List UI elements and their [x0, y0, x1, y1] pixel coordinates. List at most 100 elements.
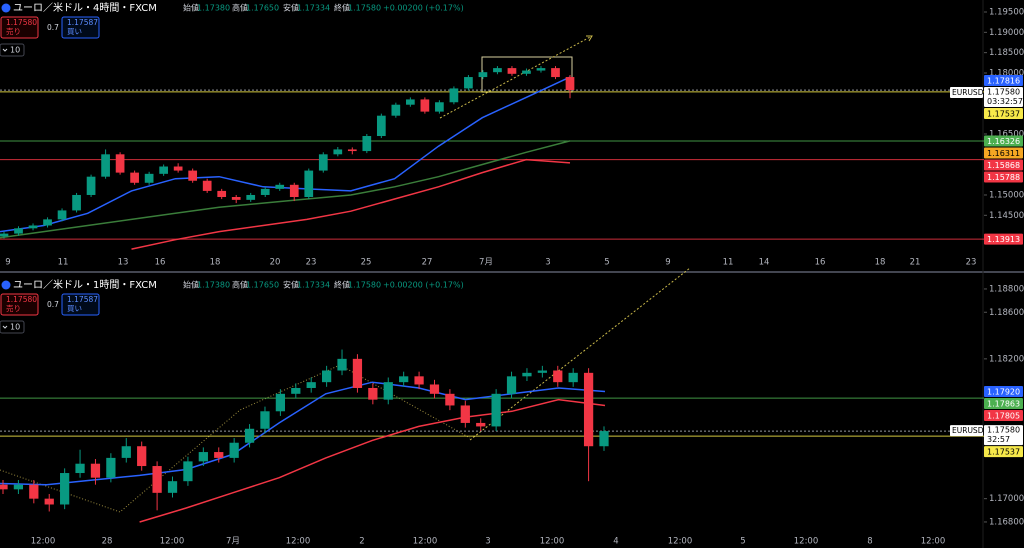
buy-label: 買い [67, 304, 82, 313]
candle-body [167, 481, 178, 493]
candle-body [214, 452, 224, 458]
x-tick-label: 12:00 [31, 537, 56, 547]
symbol-tag-label: EURUSD [952, 88, 984, 97]
candle-body [60, 473, 70, 505]
y-tick-label: 1.16800 [989, 517, 1024, 527]
candle-body [493, 68, 502, 73]
y-tick-label: 1.18800 [989, 284, 1024, 294]
buy-button[interactable] [61, 16, 100, 39]
x-tick-label: 12:00 [413, 537, 438, 547]
ohlc-low: 1.17334 [297, 281, 330, 290]
candle-body [75, 463, 85, 474]
candle-body [159, 166, 168, 174]
price-tag-label: 1.17816 [987, 76, 1020, 85]
ohlc-change: +0.00200 (+0.17%) [383, 281, 464, 290]
x-tick-label: 12:00 [286, 537, 311, 547]
candle-body [306, 382, 316, 388]
candle-body [289, 184, 299, 198]
candle-body [115, 154, 125, 173]
ohlc-open: 1.17380 [197, 281, 230, 290]
x-tick-label: 13 [118, 258, 129, 268]
trend-line [469, 267, 691, 441]
ohlc-open: 1.17380 [197, 4, 230, 13]
x-tick-label: 16 [815, 258, 826, 268]
x-tick-label: 2 [359, 537, 364, 547]
last-price-tag [984, 86, 1023, 107]
x-tick-label: 7月 [479, 258, 493, 268]
candle-body [391, 104, 401, 116]
x-tick-label: 28 [102, 537, 113, 547]
symbol-icon [1, 280, 11, 290]
ohlc-close-label: 終値 [334, 3, 350, 13]
quantity-box[interactable] [0, 320, 25, 334]
quantity-box[interactable] [0, 43, 25, 57]
ohlc-low: 1.17334 [297, 4, 330, 13]
moving-average [0, 140, 571, 239]
sell-price: 1.17580 [6, 295, 37, 304]
candle-body [0, 484, 8, 490]
candle-body [522, 372, 532, 377]
sell-button[interactable] [0, 16, 39, 39]
candle-body [57, 210, 67, 220]
candle-body [231, 197, 241, 200]
candle-body [352, 358, 363, 388]
y-tick-label: 1.17000 [989, 494, 1024, 504]
x-tick-label: 23 [966, 258, 977, 268]
candle-body [507, 68, 517, 74]
ohlc-open-label: 始値 [183, 280, 199, 290]
candle-body [137, 446, 147, 467]
ohlc-high: 1.17650 [246, 281, 279, 290]
sell-label: 売り [6, 26, 21, 36]
symbol-tag [950, 86, 983, 98]
buy-price: 1.17587 [67, 18, 98, 27]
x-tick-label: 3 [485, 537, 490, 547]
candle-body [198, 452, 208, 462]
x-tick-label: 9 [5, 258, 10, 268]
candle-body [321, 370, 332, 383]
candle-body [90, 463, 101, 478]
candle-body [565, 77, 575, 91]
ohlc-low-label: 安値 [283, 3, 299, 13]
last-price-label: 1.17580 [987, 87, 1020, 96]
ohlc-high: 1.17650 [246, 4, 279, 13]
buy-label: 買い [67, 27, 82, 36]
candle-body [476, 422, 486, 427]
price-tag [984, 409, 1023, 421]
price-tag [984, 74, 1023, 86]
buy-button[interactable] [61, 293, 100, 316]
y-tick-label: 1.18500 [989, 48, 1024, 58]
candle-body [106, 457, 116, 478]
x-tick-label: 12:00 [921, 537, 946, 547]
quantity-chevron [2, 325, 8, 329]
x-tick-label: 16 [155, 258, 166, 268]
y-tick-label: 1.15000 [989, 190, 1024, 200]
candle-body [246, 194, 256, 200]
candle-body [14, 228, 23, 234]
ohlc-high-label: 高値 [232, 3, 248, 13]
candle-body [202, 180, 212, 191]
candle-body [152, 466, 162, 493]
quantity: 10 [10, 46, 20, 55]
spread: 0.7 [47, 23, 59, 32]
candle-body [318, 154, 328, 171]
candle-body [568, 372, 578, 383]
ohlc-change: +0.00200 (+0.17%) [383, 4, 464, 13]
candle-body [183, 461, 193, 482]
x-tick-label: 12:00 [794, 537, 819, 547]
candle-body [28, 225, 38, 229]
price-tag-label: 1.17537 [987, 109, 1020, 118]
symbol-icon [1, 3, 11, 13]
ohlc-high-label: 高値 [232, 280, 248, 290]
candle-body [121, 446, 131, 458]
arrow-head [586, 35, 593, 42]
symbol-tag-label: EURUSD [952, 426, 984, 435]
sell-button[interactable] [0, 293, 39, 316]
y-tick-label: 1.18000 [989, 68, 1024, 78]
moving-average [0, 76, 571, 233]
candle-body [291, 387, 301, 394]
buy-price: 1.17587 [67, 295, 98, 304]
candle-body [399, 376, 409, 383]
candle-body [414, 376, 424, 385]
countdown: 03:32:57 [987, 97, 1023, 106]
